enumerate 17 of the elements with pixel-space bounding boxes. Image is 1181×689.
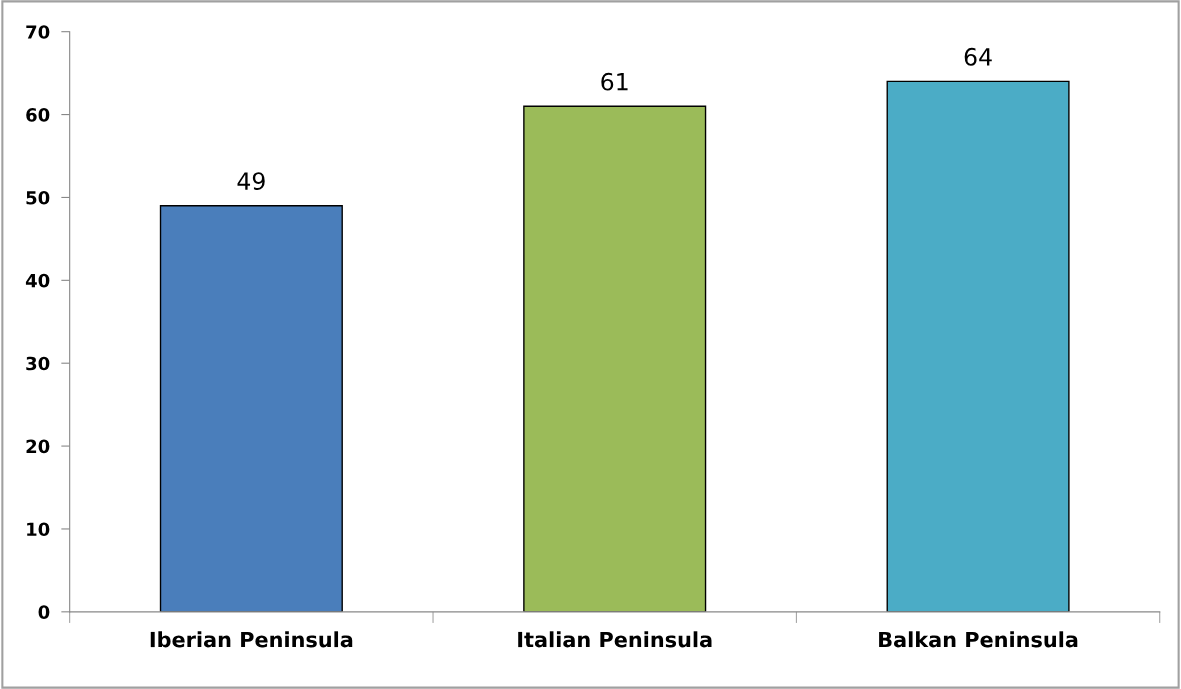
bar [886,80,1070,612]
x-tick-label: Italian Peninsula [518,631,712,648]
y-tick-label: 50 [26,190,50,205]
y-tick-label: 30 [26,356,50,371]
x-tick-label: Balkan Peninsula [879,631,1078,648]
bar [523,105,707,612]
y-tick-label: 70 [26,25,50,39]
y-tick-label: 0 [38,605,50,619]
y-tick-label: 10 [27,522,50,537]
x-tick-label: Iberian Peninsula [150,631,353,648]
data-label: 49 [237,172,265,191]
bar [159,205,343,612]
y-tick-label: 40 [25,273,50,288]
data-label: 64 [964,47,992,66]
data-label: 61 [601,72,628,91]
y-tick-label: 20 [26,439,50,454]
y-tick-label: 60 [26,108,50,122]
